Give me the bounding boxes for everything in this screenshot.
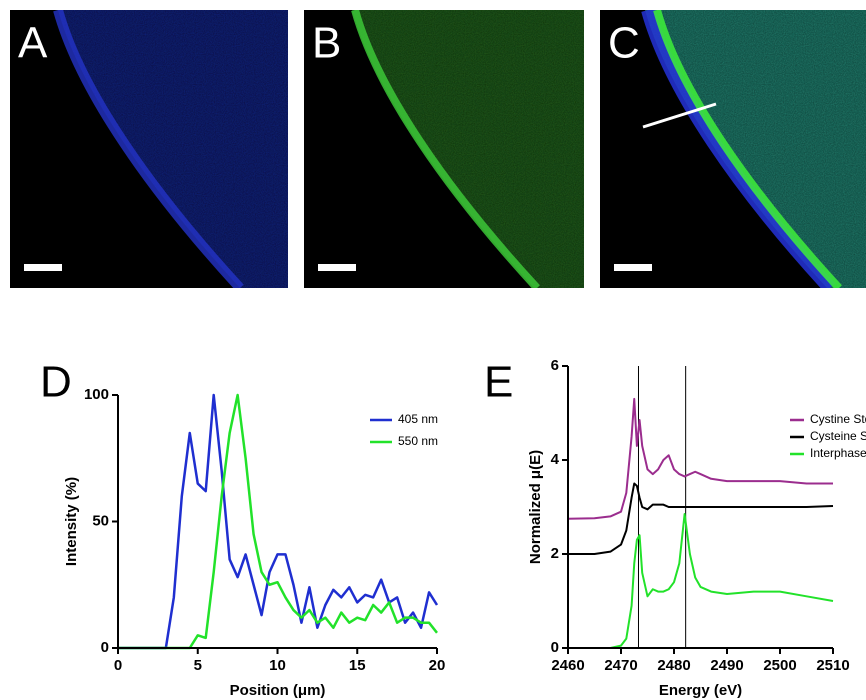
x-tick-label: 2500 [763,657,796,674]
x-tick-label: 2510 [816,657,849,674]
y-axis-label: Intensity (%) [63,477,80,566]
scale-bar [318,264,356,271]
y-tick-label: 6 [551,357,559,374]
legend-label: Cystine Std [810,412,866,426]
series-line [568,482,834,555]
x-tick-label: 2480 [657,657,690,674]
series-line [118,393,439,650]
y-tick-label: 4 [551,451,560,468]
series-line [118,393,438,650]
x-tick-label: 2490 [710,657,743,674]
y-tick-label: 50 [92,512,109,529]
chart-label: E [484,358,513,407]
legend-label: 405 nm [398,412,438,426]
x-tick-label: 2460 [551,657,584,674]
series-line [567,397,833,520]
y-tick-label: 0 [101,639,109,656]
image-b: B [304,10,584,288]
x-tick-label: 2470 [604,657,637,674]
image-c: C [600,10,866,288]
image-a: A [10,10,288,288]
series-line [568,513,834,649]
legend-label: 550 nm [398,434,438,448]
scale-bar [24,264,62,271]
panel-label: A [18,19,48,68]
x-tick-label: 5 [194,657,202,674]
x-axis-label: Energy (eV) [659,682,742,699]
chart-label: D [40,358,72,407]
x-tick-label: 15 [349,657,366,674]
y-tick-label: 0 [551,639,559,656]
x-tick-label: 0 [114,657,122,674]
legend-label: Interphase [810,446,866,460]
panel-label: C [608,19,640,68]
scale-bar [614,264,652,271]
x-axis-label: Position (μm) [230,682,326,699]
panel-label: B [312,19,341,68]
y-tick-label: 100 [84,386,109,403]
y-tick-label: 2 [551,545,559,562]
x-tick-label: 20 [429,657,446,674]
y-axis-label: Normalized μ(E) [527,450,544,564]
x-tick-label: 10 [269,657,286,674]
legend-label: Cysteine Std [810,429,866,443]
